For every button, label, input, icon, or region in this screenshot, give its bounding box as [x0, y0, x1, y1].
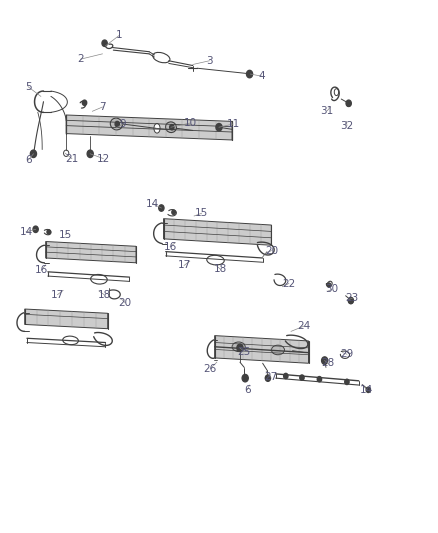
Circle shape	[159, 205, 164, 211]
Circle shape	[87, 150, 93, 158]
Text: 15: 15	[195, 208, 208, 219]
Ellipse shape	[349, 300, 353, 304]
Text: 17: 17	[177, 261, 191, 270]
Ellipse shape	[232, 342, 245, 352]
Polygon shape	[46, 241, 136, 263]
Text: 1: 1	[116, 30, 123, 41]
Text: 28: 28	[321, 358, 335, 368]
Circle shape	[321, 357, 328, 365]
Text: 18: 18	[98, 289, 111, 300]
Circle shape	[172, 210, 175, 214]
Polygon shape	[163, 219, 272, 245]
Text: 5: 5	[25, 82, 32, 92]
Circle shape	[82, 100, 87, 106]
Circle shape	[102, 40, 107, 46]
Text: 16: 16	[163, 242, 177, 252]
Polygon shape	[25, 309, 108, 329]
Text: 6: 6	[244, 385, 251, 395]
Circle shape	[265, 375, 271, 381]
Circle shape	[216, 124, 222, 131]
Text: 14: 14	[146, 199, 159, 209]
Text: 32: 32	[340, 120, 353, 131]
Text: 17: 17	[51, 289, 64, 300]
Ellipse shape	[154, 124, 160, 133]
Text: 27: 27	[264, 372, 277, 382]
Polygon shape	[215, 336, 308, 364]
Text: 26: 26	[204, 364, 217, 374]
Text: 20: 20	[119, 297, 132, 308]
Text: 10: 10	[184, 118, 197, 128]
Ellipse shape	[272, 345, 285, 355]
Ellipse shape	[91, 274, 107, 284]
Ellipse shape	[153, 52, 170, 63]
Circle shape	[237, 344, 243, 352]
Circle shape	[366, 387, 371, 392]
Text: 21: 21	[65, 154, 78, 164]
Text: 29: 29	[340, 349, 353, 359]
Text: 22: 22	[282, 279, 296, 288]
Text: 3: 3	[206, 56, 213, 66]
Ellipse shape	[63, 336, 78, 345]
Circle shape	[115, 122, 120, 127]
Text: 14: 14	[360, 385, 373, 395]
Text: 30: 30	[325, 285, 338, 294]
Text: 16: 16	[35, 265, 48, 275]
Ellipse shape	[110, 118, 123, 130]
Text: 7: 7	[99, 102, 106, 112]
Circle shape	[33, 226, 38, 232]
Text: 11: 11	[226, 119, 240, 129]
Text: 25: 25	[238, 346, 251, 357]
Text: 9: 9	[120, 119, 126, 129]
Text: 18: 18	[214, 264, 227, 274]
Text: 23: 23	[346, 293, 359, 303]
Circle shape	[247, 70, 253, 78]
Polygon shape	[66, 115, 232, 140]
Ellipse shape	[166, 122, 177, 133]
Text: 20: 20	[265, 246, 278, 255]
Text: 6: 6	[25, 155, 32, 165]
Circle shape	[317, 376, 321, 382]
Ellipse shape	[207, 255, 224, 265]
Circle shape	[346, 100, 351, 107]
Text: 15: 15	[59, 230, 72, 240]
Ellipse shape	[334, 88, 339, 95]
Circle shape	[242, 374, 248, 382]
Text: 31: 31	[321, 106, 334, 116]
Text: 2: 2	[77, 54, 84, 64]
Circle shape	[284, 373, 288, 378]
Text: 12: 12	[97, 154, 110, 164]
Text: 4: 4	[258, 71, 265, 81]
Circle shape	[300, 375, 304, 380]
Text: 24: 24	[297, 321, 311, 331]
Circle shape	[30, 150, 36, 158]
Ellipse shape	[346, 102, 351, 107]
Circle shape	[47, 230, 50, 234]
Circle shape	[348, 297, 353, 304]
Circle shape	[170, 125, 174, 130]
Circle shape	[327, 283, 331, 287]
Circle shape	[345, 379, 349, 384]
Text: 14: 14	[19, 227, 33, 237]
